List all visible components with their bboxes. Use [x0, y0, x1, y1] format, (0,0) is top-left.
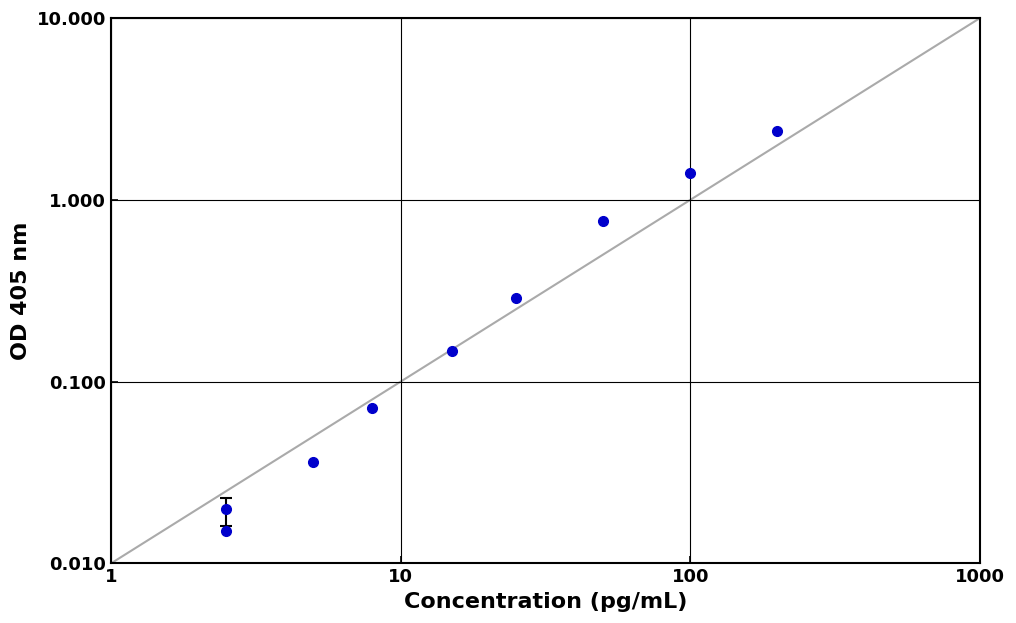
Point	[595, 216, 612, 226]
Point	[443, 346, 459, 356]
Point	[508, 293, 524, 303]
X-axis label: Concentration (pg/mL): Concentration (pg/mL)	[403, 592, 687, 612]
Point	[682, 168, 698, 178]
Point	[365, 402, 381, 412]
Point	[769, 126, 785, 136]
Point	[305, 457, 321, 467]
Point	[218, 526, 235, 536]
Point	[218, 504, 235, 514]
Y-axis label: OD 405 nm: OD 405 nm	[11, 222, 31, 360]
